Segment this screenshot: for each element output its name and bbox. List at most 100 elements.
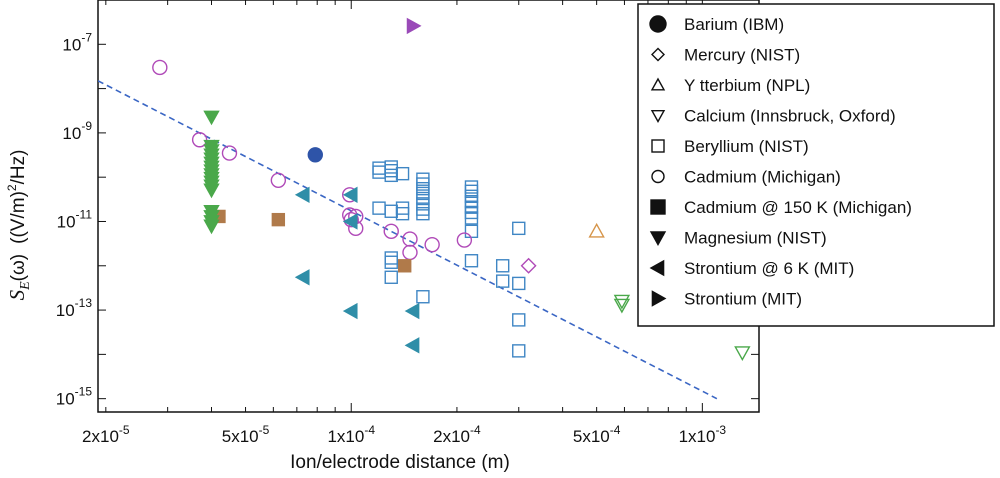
data-point <box>343 211 359 228</box>
data-point <box>406 17 422 35</box>
data-points <box>152 17 751 361</box>
data-point <box>416 290 430 304</box>
svg-text:SE(ω)((V/m)2/Hz): SE(ω) ((V/m)2/Hz) <box>5 150 33 301</box>
y-title-units: ((V/m) <box>8 191 29 244</box>
x-tick-label: 2x10-5 <box>82 423 130 446</box>
data-point <box>152 59 168 76</box>
series-1 <box>520 257 537 274</box>
x-tick-label: 5x10-5 <box>222 423 270 446</box>
x-tick-exponent: -4 <box>470 423 481 437</box>
legend-marker <box>651 290 667 307</box>
y-title-subscript: E <box>18 281 33 291</box>
data-point <box>613 298 631 314</box>
y-tick-mantissa: 10 <box>62 35 81 54</box>
data-point <box>383 223 399 240</box>
y-tick-label: 10-15 <box>56 385 93 409</box>
data-point <box>512 313 526 327</box>
x-tick-exponent: -3 <box>715 423 726 437</box>
data-point <box>342 186 358 204</box>
y-tick-label: 10-9 <box>62 119 92 143</box>
data-point <box>384 204 398 218</box>
series-8 <box>294 186 420 354</box>
legend-label: Mercury (NIST) <box>684 46 800 65</box>
fit-line-group <box>98 80 718 400</box>
x-tick-label: 5x10-4 <box>573 423 621 446</box>
data-point <box>404 337 420 354</box>
data-point <box>464 254 479 268</box>
data-point <box>372 165 386 179</box>
y-tick-mantissa: 10 <box>56 301 75 320</box>
y-tick-exponent: -13 <box>75 296 93 310</box>
legend-label: Barium (IBM) <box>684 15 784 34</box>
data-point <box>464 224 479 239</box>
data-point <box>512 221 526 236</box>
data-point <box>588 222 605 238</box>
axes: 2x10-5 5x10-5 1x10-4 2x10-4 5x10-4 1x10-310-7… <box>56 0 760 446</box>
series-9 <box>406 17 422 35</box>
data-point <box>221 145 238 161</box>
y-title-symbol: S <box>5 289 29 300</box>
y-tick-label: 10-11 <box>57 207 93 231</box>
data-point <box>342 302 358 320</box>
legend-label: Strontium (MIT) <box>684 290 802 309</box>
y-tick-exponent: -15 <box>75 385 93 399</box>
data-point <box>520 257 537 274</box>
data-point <box>464 180 479 194</box>
x-tick-exponent: -4 <box>610 423 621 437</box>
legend-label: Cadmium @ 150 K (Michigan) <box>684 198 912 217</box>
data-point <box>384 160 398 174</box>
series-4 <box>372 160 526 358</box>
y-tick-mantissa: 10 <box>56 390 75 409</box>
data-point <box>294 186 310 204</box>
legend-label: Calcium (Innsbruck, Oxford) <box>684 107 896 126</box>
data-point <box>270 172 287 189</box>
data-point <box>416 172 430 186</box>
data-point <box>384 164 398 178</box>
data-point <box>384 255 398 269</box>
data-point <box>294 269 310 286</box>
legend-marker <box>649 15 667 33</box>
series-3 <box>613 294 751 361</box>
x-tick-exponent: -4 <box>364 423 375 437</box>
x-axis-title: Ion/electrode distance (m) <box>290 452 510 473</box>
data-point <box>416 177 430 191</box>
y-tick-exponent: -7 <box>81 30 92 44</box>
data-point <box>384 168 398 183</box>
data-point <box>384 251 398 265</box>
fit-line <box>98 80 718 400</box>
y-tick-label: 10-7 <box>62 30 92 54</box>
data-point <box>402 244 418 261</box>
legend-marker <box>651 169 665 184</box>
data-point <box>203 183 220 199</box>
legend-label: Beryllium (NIST) <box>684 137 809 156</box>
data-point <box>203 219 220 235</box>
data-point <box>734 346 751 361</box>
x-tick-mantissa: 1x10 <box>327 427 364 446</box>
legend-marker <box>650 77 666 91</box>
y-tick-label: 10-13 <box>56 296 93 320</box>
data-point <box>271 212 286 227</box>
series-0 <box>307 147 323 163</box>
data-point <box>495 259 510 273</box>
data-point <box>404 302 420 320</box>
series-5 <box>152 59 473 261</box>
legend-label: Cadmium (Michigan) <box>684 168 841 187</box>
data-point <box>372 161 386 175</box>
y-title-units-end: /Hz) <box>8 150 29 185</box>
data-point <box>424 236 440 253</box>
data-point <box>456 232 473 248</box>
y-tick-exponent: -9 <box>81 119 92 133</box>
x-tick-mantissa: 5x10 <box>573 427 610 446</box>
data-point <box>384 270 398 284</box>
legend-marker <box>651 139 665 153</box>
series-6 <box>212 209 412 273</box>
y-tick-mantissa: 10 <box>57 212 76 231</box>
data-point <box>372 201 386 215</box>
legend-label: Strontium @ 6 K (MIT) <box>684 259 854 278</box>
legend-marker <box>651 47 665 62</box>
y-title-omega: (ω) <box>8 254 29 282</box>
x-tick-mantissa: 5x10 <box>222 427 259 446</box>
data-point <box>416 206 430 221</box>
y-title-units-sup: 2 <box>5 184 19 191</box>
